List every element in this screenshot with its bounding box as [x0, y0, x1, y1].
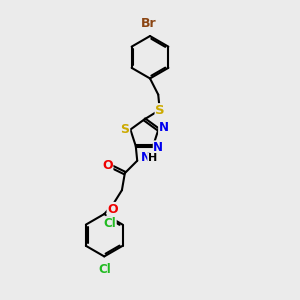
Text: Cl: Cl	[103, 217, 116, 230]
Text: Br: Br	[141, 16, 156, 30]
Text: N: N	[153, 141, 164, 154]
Text: S: S	[155, 104, 165, 117]
Text: H: H	[148, 153, 157, 163]
Text: S: S	[121, 123, 130, 136]
Text: N: N	[159, 121, 169, 134]
Text: O: O	[102, 159, 113, 172]
Text: N: N	[140, 151, 151, 164]
Text: Cl: Cl	[98, 263, 111, 276]
Text: O: O	[107, 202, 118, 215]
